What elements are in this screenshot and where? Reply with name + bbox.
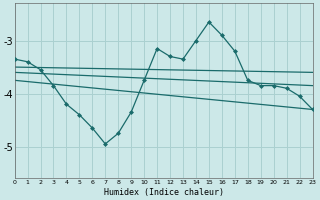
X-axis label: Humidex (Indice chaleur): Humidex (Indice chaleur): [104, 188, 224, 197]
